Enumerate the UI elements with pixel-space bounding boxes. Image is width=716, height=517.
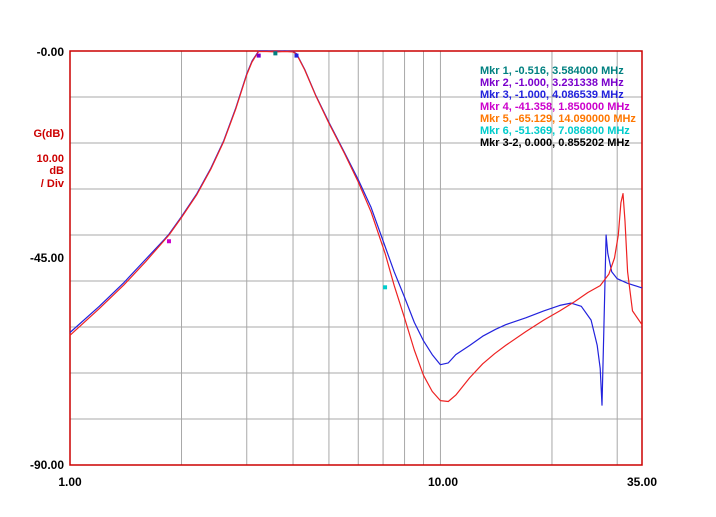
marker-readout: Mkr 2, -1.000, 3.231338 MHz bbox=[480, 77, 624, 89]
y-axis-label-line: G(dB) bbox=[33, 128, 64, 140]
marker-readout: Mkr 1, -0.516, 3.584000 MHz bbox=[480, 65, 624, 77]
plot-frame bbox=[69, 50, 643, 466]
y-axis-label-line: dB bbox=[49, 165, 64, 177]
y-axis-label: G(dB) 10.00 dB / Div bbox=[33, 128, 64, 190]
series-line bbox=[69, 50, 643, 403]
marker-readout: Mkr 5, -65.129, 14.090000 MHz bbox=[480, 113, 636, 125]
plot-series bbox=[69, 50, 643, 406]
x-tick-labels: 1.00 10.00 35.00 bbox=[58, 475, 657, 489]
plot-grid bbox=[70, 51, 642, 465]
plot-markers bbox=[166, 51, 388, 290]
x-tick-label: 35.00 bbox=[627, 475, 657, 489]
marker-readout: Mkr 6, -51.369, 7.086800 MHz bbox=[480, 125, 630, 137]
marker-point bbox=[256, 53, 261, 58]
y-tick-label: -90.00 bbox=[30, 458, 64, 472]
marker-readout: Mkr 3-2, 0.000, 0.855202 MHz bbox=[480, 137, 630, 149]
y-tick-labels: -0.00 -45.00 -90.00 bbox=[30, 45, 64, 472]
plot-border bbox=[69, 50, 643, 466]
marker-point bbox=[166, 239, 171, 244]
marker-readout: Mkr 3, -1.000, 4.086539 MHz bbox=[480, 89, 624, 101]
y-tick-label: -45.00 bbox=[30, 251, 64, 265]
y-axis-label-line: 10.00 bbox=[36, 153, 64, 165]
marker-readout: Mkr 4, -41.358, 1.850000 MHz bbox=[480, 101, 630, 113]
x-tick-label: 10.00 bbox=[428, 475, 458, 489]
y-tick-label: -0.00 bbox=[37, 45, 65, 59]
y-axis-label-line: / Div bbox=[41, 178, 65, 190]
marker-point bbox=[273, 51, 278, 56]
marker-readouts: Mkr 1, -0.516, 3.584000 MHz Mkr 2, -1.00… bbox=[480, 65, 636, 149]
marker-point bbox=[383, 285, 388, 290]
x-tick-label: 1.00 bbox=[58, 475, 82, 489]
marker-point bbox=[294, 53, 299, 58]
